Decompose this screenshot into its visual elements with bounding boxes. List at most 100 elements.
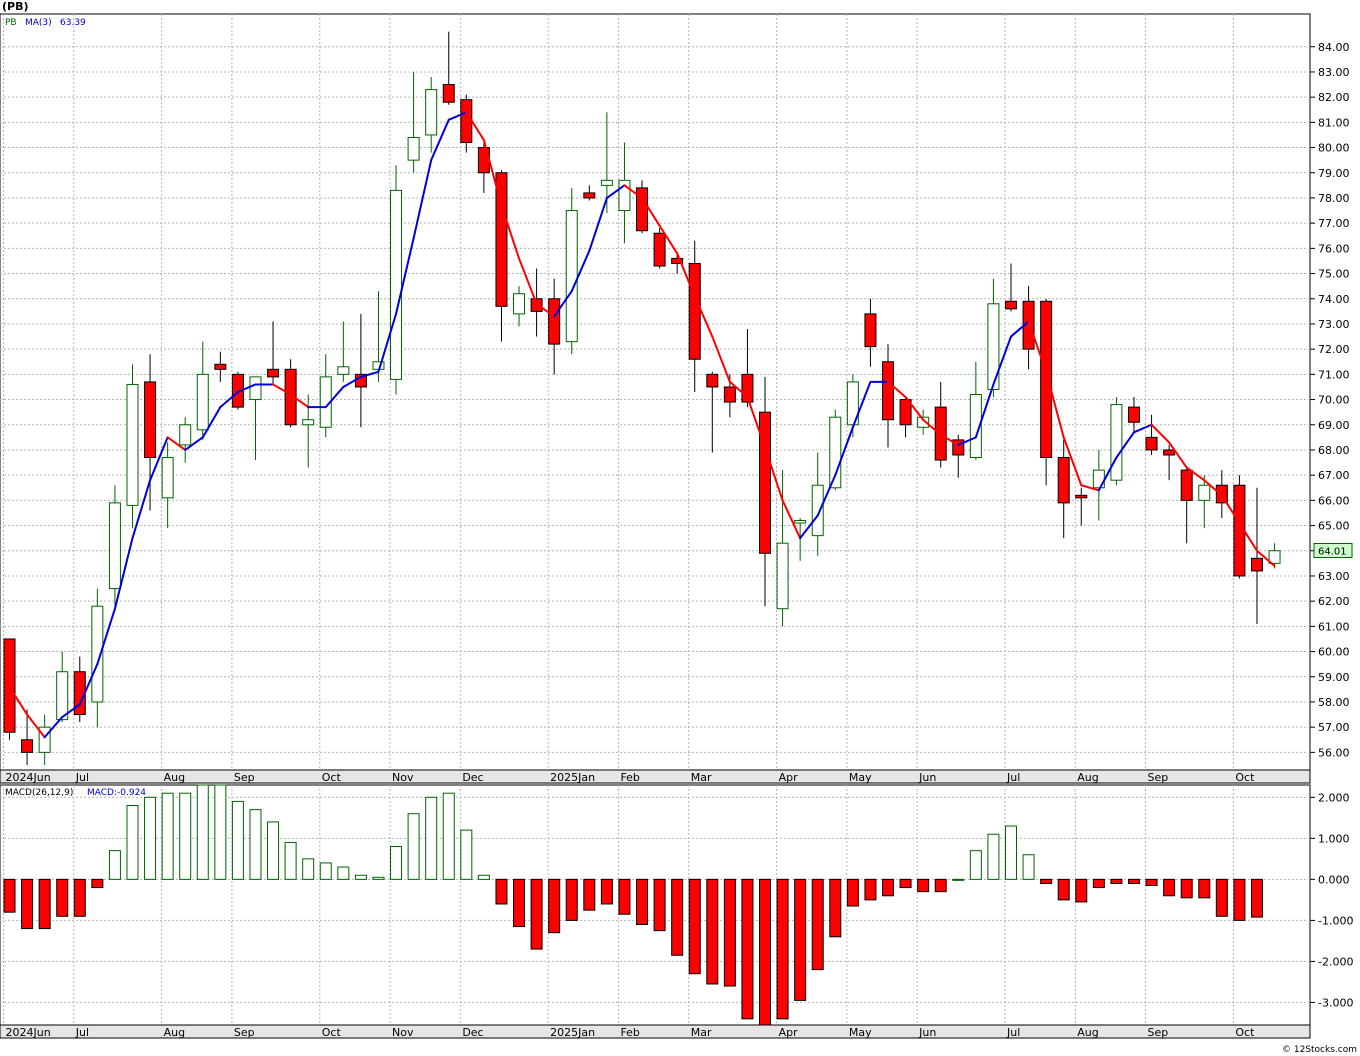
candle-body — [161, 457, 174, 499]
price-ma-line — [8, 111, 1276, 739]
macd-bar — [1110, 878, 1123, 884]
ma-segment — [781, 499, 802, 540]
macd-bar — [794, 878, 807, 1001]
candle-body — [1004, 300, 1017, 310]
price-tick-label: 62.00 — [1318, 595, 1350, 608]
macd-value: MACD:-0.924 — [87, 788, 146, 798]
macd-x-label: Aug — [1077, 1026, 1098, 1039]
candle-body — [952, 439, 965, 456]
macd-x-label: Dec — [462, 1026, 483, 1039]
macd-bar — [811, 878, 824, 971]
candle-body — [3, 638, 16, 733]
macd-x-label: Jul — [75, 1026, 89, 1039]
ma-segment — [746, 396, 767, 449]
macd-tick-label: -1.000 — [1318, 914, 1353, 927]
candle-body — [460, 99, 473, 144]
ma-segment — [131, 479, 152, 540]
price-tick-label: 73.00 — [1318, 318, 1350, 331]
macd-bar — [126, 805, 139, 880]
ma-segment — [711, 335, 731, 383]
candle-body — [530, 298, 543, 312]
macd-tick-label: 0.000 — [1318, 873, 1350, 886]
candle-body — [1057, 457, 1070, 504]
ma-segment — [61, 703, 81, 719]
price-x-label: Sep — [1148, 771, 1169, 784]
ma-segment — [447, 111, 468, 121]
ma-segment — [851, 380, 872, 429]
macd-bar — [548, 878, 561, 934]
macd-bar — [899, 878, 912, 889]
price-tick-label: 68.00 — [1318, 444, 1350, 457]
price-tick-label: 83.00 — [1318, 66, 1350, 79]
ma-segment — [1168, 441, 1188, 469]
macd-bar — [390, 846, 403, 880]
macd-bar — [723, 878, 736, 987]
ma-segment — [1097, 456, 1118, 492]
ma-segment — [816, 474, 837, 517]
macd-bars — [3, 784, 1263, 1028]
candle-body — [284, 368, 297, 426]
macd-bar — [864, 878, 877, 901]
macd-bar — [1233, 878, 1246, 921]
candle-body — [548, 298, 561, 345]
candle-body — [144, 381, 157, 459]
candle-body — [407, 136, 420, 161]
macd-bar — [319, 862, 332, 880]
price-x-label: 2024Jun — [6, 771, 51, 784]
macd-bar — [196, 784, 209, 880]
macd-x-label: Sep — [234, 1026, 255, 1039]
candle-body — [1180, 469, 1193, 501]
candle-body — [969, 394, 982, 459]
legend-ma: MA(3) — [25, 18, 52, 28]
price-x-label: Oct — [1235, 771, 1255, 784]
macd-bar — [1075, 878, 1088, 903]
price-tick-label: 60.00 — [1318, 646, 1350, 659]
ma-segment — [359, 370, 380, 378]
price-panel — [0, 13, 1311, 771]
ma-segment — [289, 393, 310, 409]
ma-segment — [149, 436, 169, 482]
macd-bar — [671, 878, 684, 956]
symbol-title: (PB) — [2, 0, 29, 13]
candle-body — [1127, 406, 1140, 423]
price-x-label: Oct — [322, 771, 342, 784]
macd-bar — [477, 874, 490, 880]
ma-segment — [1132, 423, 1153, 434]
ma-segment — [834, 426, 854, 477]
macd-bar — [21, 878, 34, 930]
candle-body — [794, 520, 807, 524]
macd-bar — [846, 878, 859, 907]
macd-bar — [231, 800, 244, 880]
ma-segment — [1238, 522, 1258, 552]
macd-bar — [1127, 878, 1140, 884]
macd-bar — [583, 878, 596, 911]
macd-y-axis: -3.000 -2.000 -1.000 0.000 1.000 2.000 — [1310, 791, 1353, 1009]
ma-segment — [8, 685, 29, 716]
price-y-axis: 56.00 57.00 58.00 59.00 60.00 61.00 62.00 63.00… — [1310, 41, 1350, 759]
macd-bar — [882, 878, 894, 897]
candle-body — [917, 416, 930, 428]
price-x-label: Aug — [164, 771, 185, 784]
price-tick-label: 65.00 — [1318, 520, 1350, 533]
price-x-label: Sep — [234, 771, 255, 784]
macd-bar — [1057, 878, 1070, 901]
price-tick-label: 67.00 — [1318, 469, 1350, 482]
macd-bar — [495, 878, 508, 905]
macd-x-label: 2024Jun — [6, 1026, 51, 1039]
macd-bar — [372, 876, 385, 880]
macd-bar — [1022, 854, 1035, 880]
candle-body — [811, 484, 824, 537]
ma-segment — [184, 436, 204, 451]
price-x-label: Feb — [620, 771, 639, 784]
macd-x-label: Oct — [1235, 1026, 1255, 1039]
candle-body — [671, 257, 684, 264]
candle-body — [179, 424, 192, 446]
ma-segment — [1255, 549, 1276, 567]
price-tick-label: 76.00 — [1318, 242, 1350, 255]
macd-bar — [337, 866, 350, 880]
candle-body — [565, 210, 578, 343]
ma-segment — [430, 118, 450, 162]
macd-bar — [249, 809, 262, 880]
ma-segment — [412, 159, 433, 240]
ma-segment — [904, 396, 925, 421]
